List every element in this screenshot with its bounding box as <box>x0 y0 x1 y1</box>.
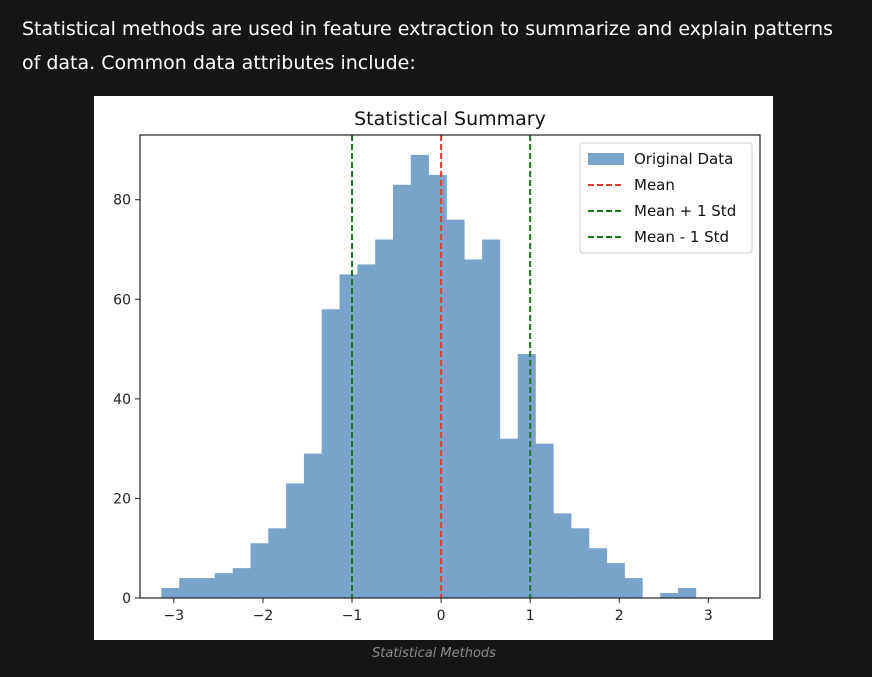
y-axis-ticks: 0 20 40 60 80 <box>113 193 140 607</box>
histogram-bar <box>197 578 216 598</box>
histogram-bar <box>232 568 251 598</box>
axes-frame <box>139 134 761 599</box>
x-tick-label: −2 <box>253 608 274 624</box>
intro-paragraph: Statistical methods are used in feature … <box>22 18 834 74</box>
x-tick-label: −3 <box>164 608 185 624</box>
histogram-bar <box>286 483 305 598</box>
x-tick-label: −1 <box>342 608 363 624</box>
histogram-bar <box>499 438 519 598</box>
legend-label: Mean - 1 Std <box>634 228 729 246</box>
chart-title: Statistical Summary <box>354 108 546 130</box>
histogram-bar <box>588 548 608 598</box>
y-tick-label: 0 <box>122 591 131 607</box>
histogram-bar <box>482 239 501 599</box>
legend-label: Mean <box>634 176 675 194</box>
histogram-bar <box>268 528 287 598</box>
histogram-bar <box>571 528 590 598</box>
histogram-bar <box>535 443 554 598</box>
legend-swatch <box>588 153 624 165</box>
y-tick-label: 20 <box>113 491 131 507</box>
chart-figure: Statistical Summary −3 −2 −1 0 1 2 3 0 20 40 60 80… <box>94 96 773 640</box>
reference-lines <box>351 135 532 598</box>
histogram-bar <box>410 154 429 598</box>
x-tick-label: 2 <box>615 608 624 624</box>
legend-box <box>579 142 753 254</box>
x-tick-label: 0 <box>437 608 446 624</box>
histogram-bar <box>624 578 643 598</box>
legend-label: Original Data <box>634 150 733 168</box>
histogram-bar <box>446 219 465 598</box>
histogram-bar <box>464 259 483 598</box>
legend: Original Data Mean Mean + 1 Std Mean - 1 St… <box>579 142 753 254</box>
histogram-bar <box>303 453 323 598</box>
histogram-bar <box>357 264 376 598</box>
histogram-bar <box>161 588 180 598</box>
x-tick-label: 3 <box>704 608 713 624</box>
legend-label: Mean + 1 Std <box>634 202 736 220</box>
histogram-bars <box>161 154 697 599</box>
x-tick-label: 1 <box>526 608 535 624</box>
histogram-bar <box>553 513 572 598</box>
histogram-bar <box>339 274 358 598</box>
histogram-bar <box>517 354 536 598</box>
figure-caption: Statistical Methods <box>372 646 496 661</box>
histogram-bar <box>392 184 412 598</box>
histogram-bar <box>375 239 394 599</box>
x-axis-ticks: −3 −2 −1 0 1 2 3 <box>164 598 713 624</box>
histogram-bar <box>660 593 679 598</box>
y-tick-label: 80 <box>113 193 131 209</box>
histogram-bar <box>214 573 233 598</box>
histogram-bar <box>428 174 447 598</box>
histogram-bar <box>321 309 340 598</box>
y-tick-label: 60 <box>113 292 131 308</box>
y-tick-label: 40 <box>113 392 131 408</box>
histogram-chart: Statistical Summary −3 −2 −1 0 1 2 3 0 20 40 60 80… <box>94 96 773 640</box>
histogram-bar <box>678 588 697 598</box>
histogram-bar <box>179 578 198 598</box>
histogram-bar <box>250 543 269 598</box>
histogram-bar <box>606 563 625 598</box>
